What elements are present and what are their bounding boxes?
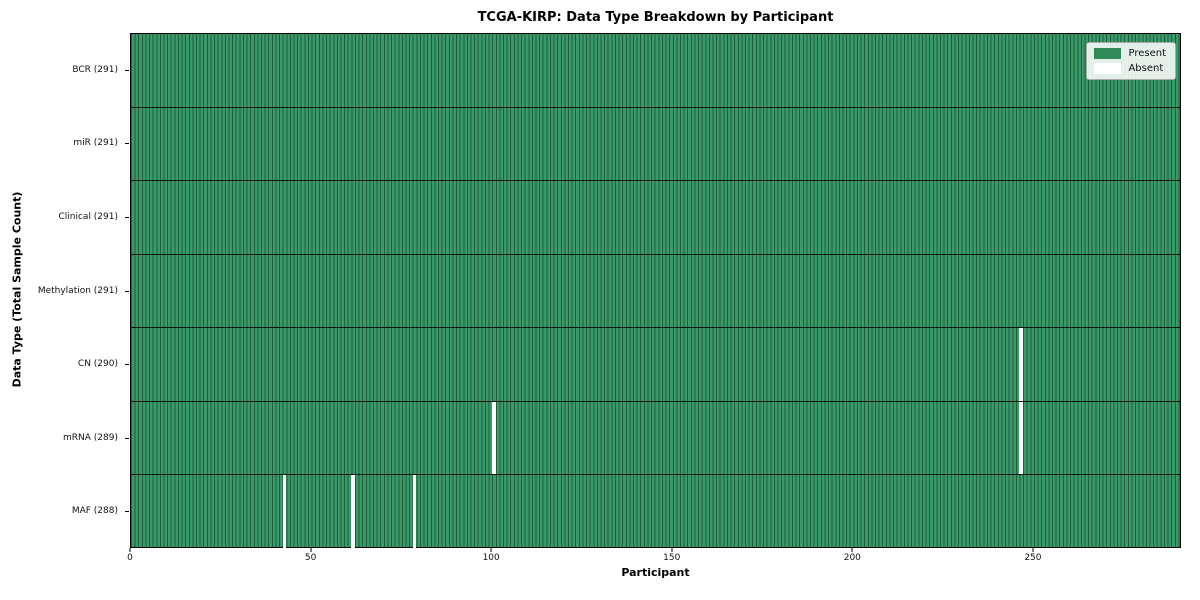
x-tick-mark xyxy=(310,548,312,552)
absent-cell-maf-61 xyxy=(351,475,355,549)
x-tick-mark xyxy=(129,548,131,552)
legend-item-present: Present xyxy=(1094,48,1166,59)
heatmap-row-clinical xyxy=(131,181,1180,255)
y-tick-mark xyxy=(125,69,129,71)
absent-cell-mrna-246 xyxy=(1019,401,1024,475)
legend-item-absent: Absent xyxy=(1094,63,1166,74)
heatmap-row-maf xyxy=(131,475,1180,549)
y-tick-mark xyxy=(125,437,129,439)
y-tick-mark xyxy=(125,216,129,218)
y-tick-mark xyxy=(125,364,129,366)
x-tick-label-150: 150 xyxy=(663,553,681,563)
legend-label-present: Present xyxy=(1128,48,1166,59)
x-tick-label-250: 250 xyxy=(1024,553,1042,563)
y-tick-label-mrna: mRNA (289) xyxy=(63,432,118,443)
x-tick-mark xyxy=(490,548,492,552)
heatmap-row-mrna xyxy=(131,401,1180,476)
y-tick-label-mir: miR (291) xyxy=(73,138,118,149)
y-tick-label-methylation: Methylation (291) xyxy=(37,285,118,296)
present-swatch xyxy=(1094,48,1122,59)
legend-label-absent: Absent xyxy=(1128,63,1164,74)
absent-cell-cn-246 xyxy=(1019,328,1024,401)
y-tick-label-clinical: Clinical (291) xyxy=(58,211,118,222)
x-tick-mark xyxy=(671,548,673,552)
y-tick-mark xyxy=(125,511,129,513)
absent-cell-mrna-100 xyxy=(492,401,496,475)
y-tick-label-maf: MAF (288) xyxy=(71,506,118,517)
x-tick-label-200: 200 xyxy=(843,553,861,563)
x-axis-label: Participant xyxy=(621,566,690,579)
heatmap-row-mir xyxy=(131,108,1180,182)
y-tick-label-bcr: BCR (291) xyxy=(72,64,118,75)
y-tick-mark xyxy=(125,143,129,145)
x-tick-mark xyxy=(851,548,853,552)
heatmap-row-bcr xyxy=(131,34,1180,108)
heatmap-row-cn xyxy=(131,328,1180,402)
y-tick-mark xyxy=(125,290,129,292)
legend: Present Absent xyxy=(1086,42,1176,80)
x-tick-label-100: 100 xyxy=(482,553,500,563)
x-tick-label-50: 50 xyxy=(304,553,317,563)
chart-title: TCGA-KIRP: Data Type Breakdown by Partic… xyxy=(477,10,834,25)
absent-swatch xyxy=(1094,63,1122,74)
x-tick-mark xyxy=(1032,548,1034,552)
plot-area: Present Absent xyxy=(130,33,1181,549)
y-tick-label-cn: CN (290) xyxy=(77,359,118,370)
absent-cell-maf-42 xyxy=(282,475,287,549)
heatmap-row-methylation xyxy=(131,255,1180,329)
absent-cell-maf-78 xyxy=(412,475,417,549)
x-tick-label-0: 0 xyxy=(127,553,133,563)
